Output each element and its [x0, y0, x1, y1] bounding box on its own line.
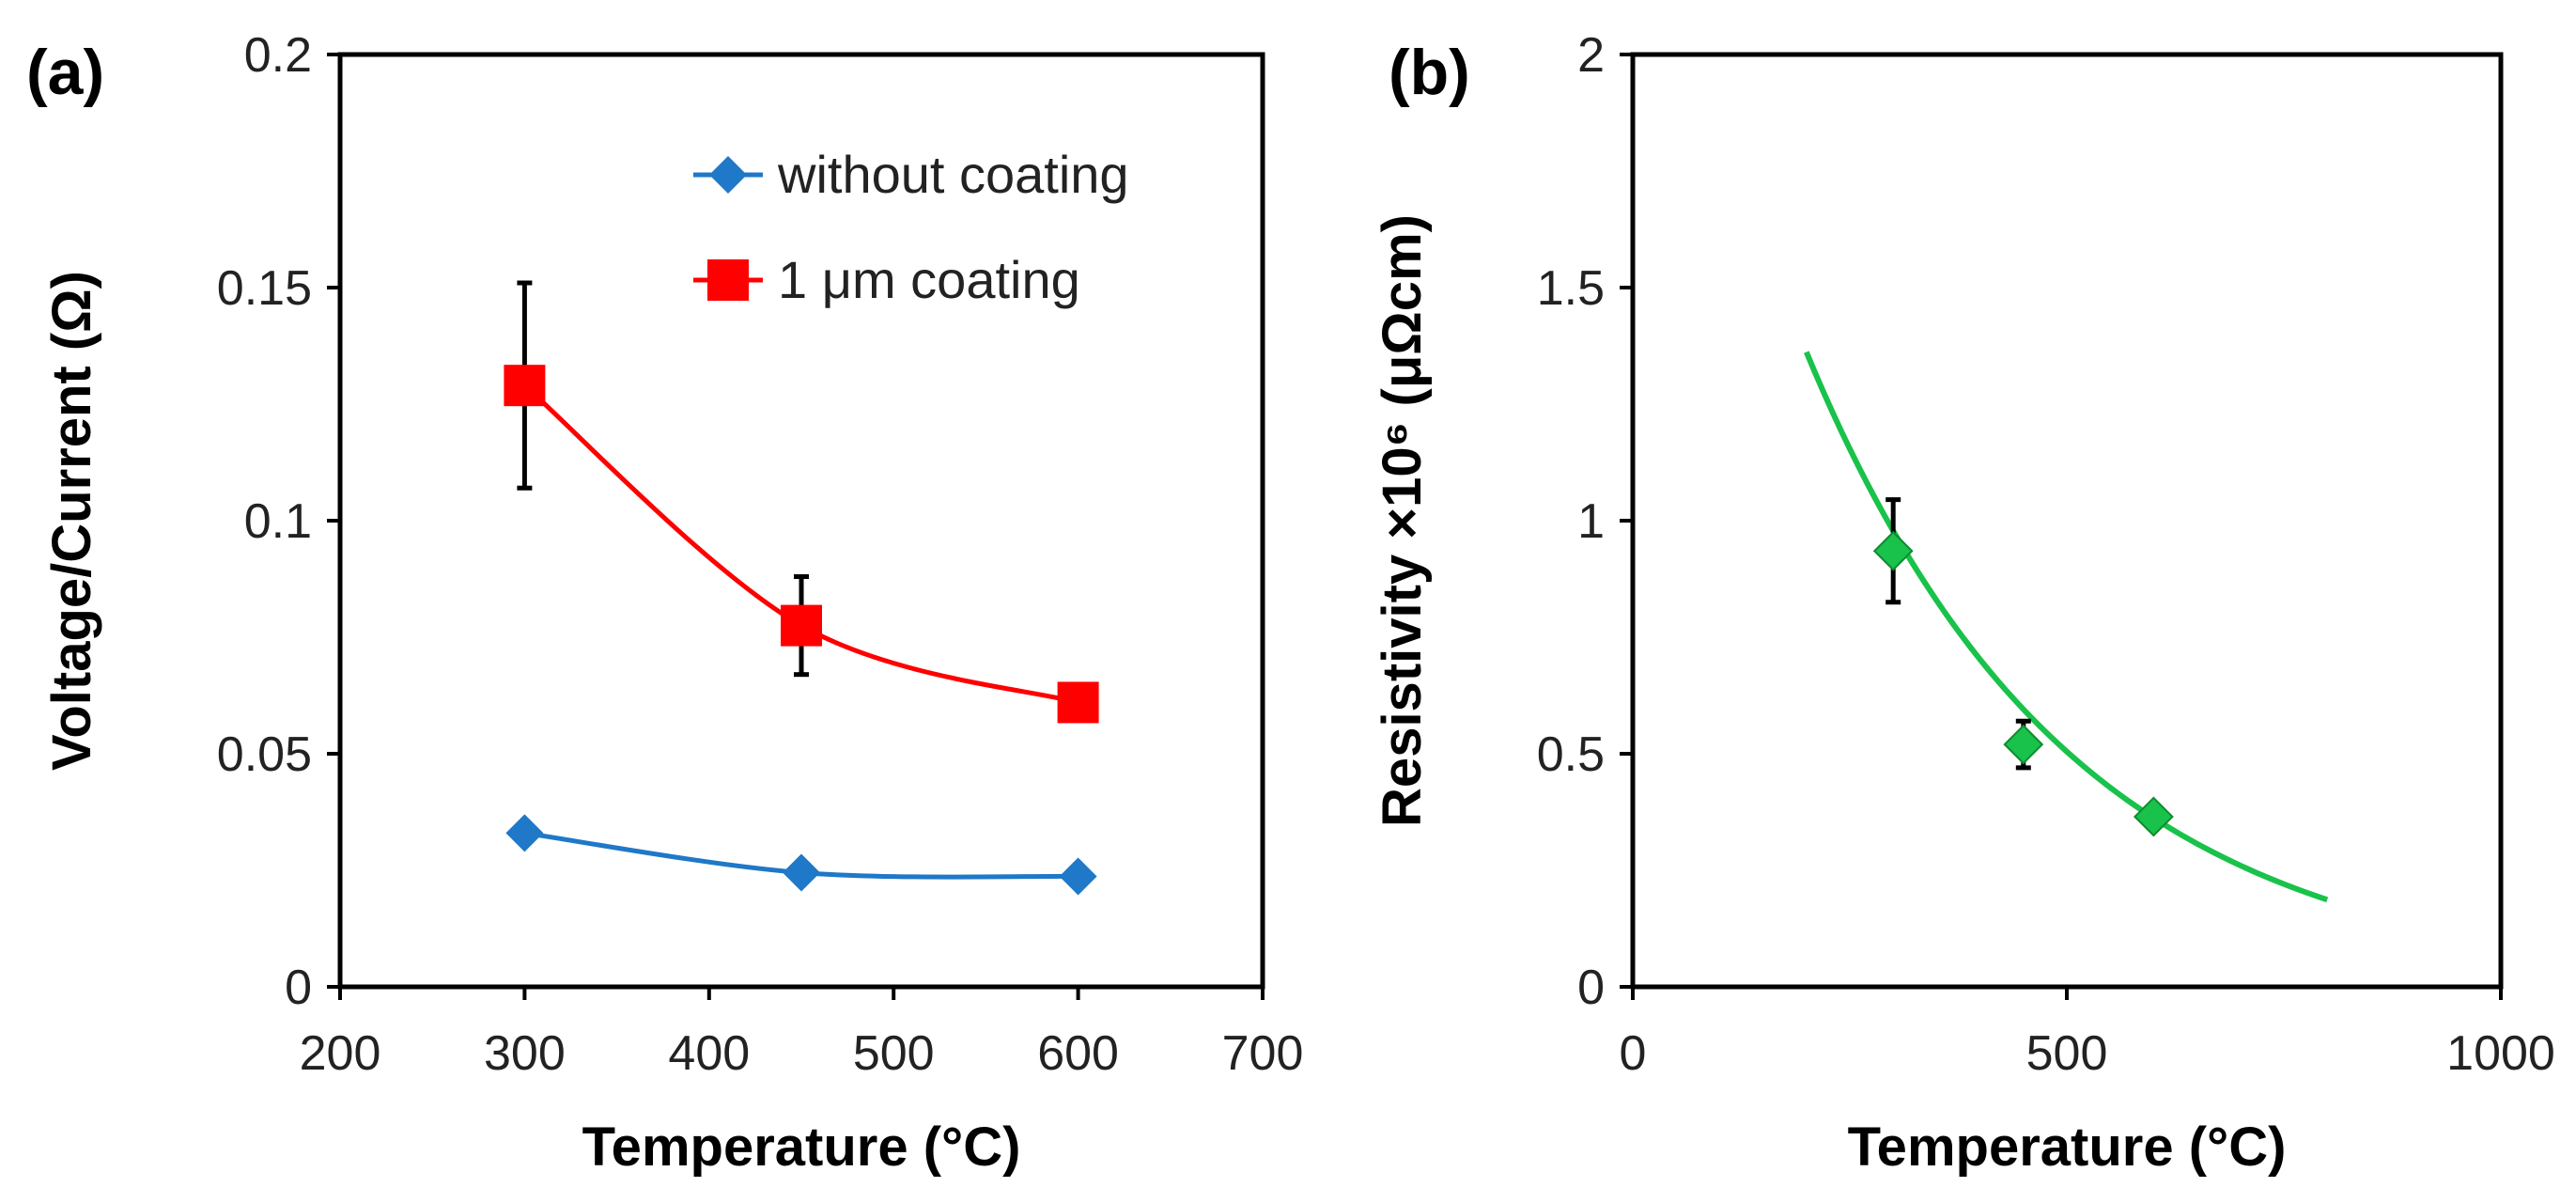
- y-tick-label: 2: [1577, 28, 1605, 83]
- legend-label-1um-coating: 1 μm coating: [778, 250, 1080, 309]
- x-tick-label: 500: [853, 1026, 935, 1081]
- panel-a-ticks: [327, 53, 1265, 1000]
- y-tick-label: 0.05: [217, 727, 312, 782]
- panel-a-y-tick-labels: 0 0.05 0.1 0.15 0.2: [217, 28, 312, 1015]
- y-tick-label: 0.1: [244, 494, 312, 549]
- x-tick-label: 700: [1222, 1026, 1304, 1081]
- x-tick-label: 500: [2026, 1026, 2108, 1081]
- panel-a-x-tick-labels: 200 300 400 500 600 700: [300, 1026, 1304, 1081]
- panel-b-y-tick-labels: 0 0.5 1 1.5 2: [1537, 28, 1605, 1015]
- x-tick-label: 200: [300, 1026, 381, 1081]
- y-tick-label: 1.5: [1537, 261, 1605, 316]
- data-point-diamond: [783, 853, 820, 892]
- y-tick-label: 0.2: [244, 28, 312, 83]
- data-point-square: [1057, 681, 1099, 724]
- data-point-square: [504, 365, 546, 407]
- panel-b-ticks: [1620, 53, 2503, 1000]
- data-point-diamond: [2133, 796, 2174, 837]
- panel-b-y-axis-title: Resistivity ×10⁶ (μΩcm): [1372, 214, 1433, 827]
- panel-b-series: [1804, 351, 2329, 903]
- panel-b-label: (b): [1389, 37, 1470, 108]
- panel-b-x-tick-labels: 0 500 1000: [1620, 1026, 2555, 1081]
- x-tick-label: 400: [668, 1026, 750, 1081]
- panel-a: (a) 0 0.05 0.1 0.15 0.2 200 300 400 500 …: [26, 28, 1303, 1178]
- x-tick-label: 0: [1620, 1026, 1647, 1081]
- panel-a-label: (a): [26, 37, 104, 108]
- legend-marker-1um-coating: [707, 259, 749, 301]
- panel-a-x-axis-title: Temperature (°C): [582, 1117, 1021, 1178]
- data-point-diamond: [2003, 724, 2044, 765]
- y-tick-label: 0: [1577, 961, 1605, 1015]
- panel-b-x-axis-title: Temperature (°C): [1848, 1117, 2287, 1178]
- data-point-diamond: [505, 814, 544, 852]
- y-tick-label: 0.15: [217, 261, 312, 316]
- legend-marker-without-coating: [709, 156, 747, 194]
- fit-curve: [1804, 351, 2329, 903]
- panel-b-plot-frame: [1630, 52, 2504, 990]
- data-point-diamond: [1059, 857, 1097, 896]
- x-tick-label: 600: [1037, 1026, 1119, 1081]
- y-tick-label: 0: [285, 961, 312, 1015]
- x-tick-label: 1000: [2446, 1026, 2555, 1081]
- panel-a-legend: without coating 1 μm coating: [693, 145, 1129, 309]
- panel-a-series: [504, 280, 1099, 896]
- panel-b: (b) 0 0.5 1 1.5 2 0 500 1000 Temperature…: [1372, 28, 2555, 1178]
- y-tick-label: 1: [1577, 494, 1605, 549]
- panel-a-y-axis-title: Voltage/Current (Ω): [41, 271, 102, 771]
- x-tick-label: 300: [484, 1026, 566, 1081]
- data-point-square: [781, 604, 822, 647]
- legend-label-without-coating: without coating: [777, 145, 1129, 204]
- y-tick-label: 0.5: [1537, 727, 1605, 782]
- data-point-diamond: [1872, 530, 1914, 571]
